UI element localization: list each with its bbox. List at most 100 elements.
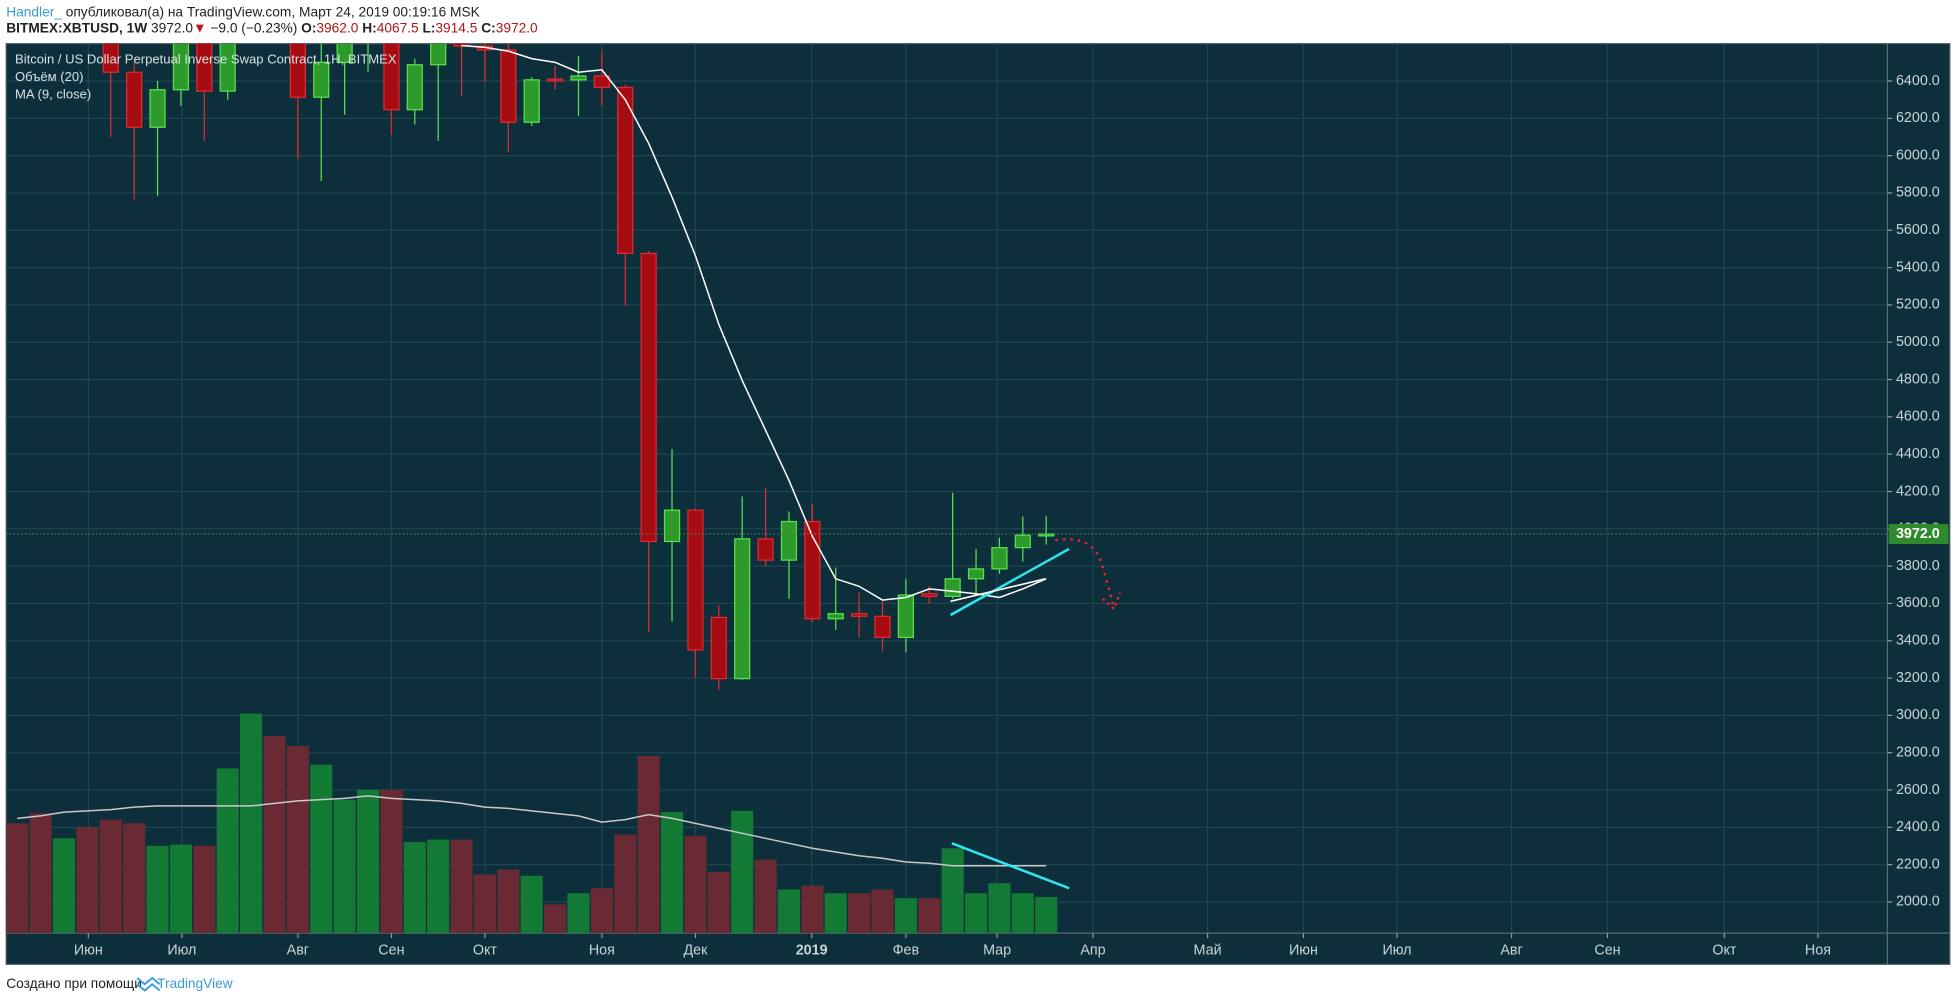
volume-bar xyxy=(894,898,917,934)
y-tick-label: 3600.0 xyxy=(1896,595,1940,611)
last-price-badge xyxy=(1888,524,1949,545)
y-tick-label: 4200.0 xyxy=(1896,483,1940,499)
volume-bar xyxy=(918,898,941,934)
footer-brand[interactable]: TradingView xyxy=(157,976,233,991)
y-tick-label: 3000.0 xyxy=(1896,707,1940,723)
x-tick-label: Июн xyxy=(1289,942,1318,958)
candle-body xyxy=(827,613,844,620)
volume-bar xyxy=(637,755,660,934)
price-pane xyxy=(6,43,1888,690)
legend-ma: MA (9, close) xyxy=(15,86,91,101)
trend-line[interactable] xyxy=(950,578,1046,603)
volume-bar xyxy=(777,889,801,934)
volume-bar xyxy=(801,885,824,934)
symbol: BITMEX:XBTUSD, 1W xyxy=(6,20,147,35)
y-tick-label: 6200.0 xyxy=(1896,110,1940,126)
volume-bar xyxy=(427,839,450,934)
brand-logo xyxy=(136,976,161,992)
y-tick-label: 3400.0 xyxy=(1896,633,1940,649)
x-tick-label: Июл xyxy=(1382,942,1411,958)
candle-body xyxy=(406,64,423,111)
trend-line[interactable] xyxy=(949,547,1070,617)
volume-bar xyxy=(497,869,520,934)
volume-bar xyxy=(964,893,988,934)
volume-bar xyxy=(544,904,567,934)
candle-body xyxy=(149,89,166,128)
volume-bar xyxy=(731,810,754,934)
x-tick-label: Ноя xyxy=(589,942,615,958)
volume-bar xyxy=(99,819,122,934)
candle-body xyxy=(804,520,821,620)
x-tick-label: Авг xyxy=(287,942,309,958)
volume-bar xyxy=(123,823,146,934)
volume-bar xyxy=(707,871,730,934)
volume-bar xyxy=(590,888,613,934)
volume-bar xyxy=(684,835,707,934)
volume-bar xyxy=(6,823,29,934)
volume-bar xyxy=(450,839,473,934)
candle-body xyxy=(102,43,119,73)
candle-body xyxy=(921,593,938,597)
x-tick-label: Ноя xyxy=(1805,942,1831,958)
published: опубликовал(а) на TradingView.com, Март … xyxy=(66,4,480,19)
volume-bar xyxy=(29,813,52,934)
ohlc-value: 4067.5 xyxy=(377,20,419,35)
candle-body xyxy=(687,509,704,651)
x-tick-label: Сен xyxy=(378,942,404,958)
y-tick-label: 3200.0 xyxy=(1896,670,1940,686)
ohlc-value: 3962.0 xyxy=(316,20,358,35)
y-tick-label: 4400.0 xyxy=(1896,446,1940,462)
x-tick-label: Мар xyxy=(983,942,1011,958)
volume-bar xyxy=(52,838,76,934)
candle-body xyxy=(757,538,774,561)
volume-bar xyxy=(824,893,847,934)
x-tick-label: Май xyxy=(1194,942,1222,958)
volume-bar xyxy=(356,789,380,934)
volume-bar xyxy=(1011,893,1034,934)
candle-body xyxy=(1038,533,1055,537)
ohlc-key: C: xyxy=(481,20,495,35)
x-tick-label: Июн xyxy=(74,942,103,958)
x-tick-label: Окт xyxy=(1712,942,1737,958)
arrow: ▼ xyxy=(193,20,207,35)
candle-body xyxy=(663,509,681,543)
forecast-path[interactable] xyxy=(1055,538,1116,610)
candle-body xyxy=(944,578,961,597)
candle-body xyxy=(172,43,190,91)
y-tick-label: 5800.0 xyxy=(1896,185,1940,201)
x-tick-label: Апр xyxy=(1080,942,1105,958)
y-tick-label: 2600.0 xyxy=(1896,782,1940,798)
drawings xyxy=(949,538,1122,890)
volume-bar xyxy=(169,844,192,934)
volume-bar xyxy=(146,845,169,934)
y-tick-label: 5400.0 xyxy=(1896,259,1940,275)
candle-body xyxy=(1014,534,1031,549)
y-tick-label: 5600.0 xyxy=(1896,222,1940,238)
candle-body xyxy=(546,78,564,82)
grid xyxy=(6,43,1888,934)
axes: 2000.0 2200.0 2400.0 2600.0 2800.0 3000.0 3200… xyxy=(74,73,1949,958)
last-price-label: 3972.0 xyxy=(1896,526,1940,542)
y-tick-label: 4800.0 xyxy=(1896,371,1940,387)
volume-trend-line[interactable] xyxy=(951,842,1070,890)
x-tick-label: Окт xyxy=(473,942,498,958)
y-tick-label: 2000.0 xyxy=(1896,894,1940,910)
volume-bar xyxy=(193,845,216,934)
x-tick-label: Сен xyxy=(1594,942,1620,958)
candle-body xyxy=(500,49,517,123)
x-tick-label: Авг xyxy=(1500,942,1522,958)
volume-bar xyxy=(614,834,637,934)
x-tick-label: Дек xyxy=(683,942,708,958)
volume-bar xyxy=(848,893,871,934)
x-tick-label: Фев xyxy=(893,942,919,958)
author[interactable]: Handler_ xyxy=(6,4,62,19)
y-tick-label: 6400.0 xyxy=(1896,73,1940,89)
y-tick-label: 2200.0 xyxy=(1896,856,1940,872)
volume-bar xyxy=(240,713,263,934)
volume-bar xyxy=(216,768,239,934)
x-tick-label: Июл xyxy=(167,942,196,958)
volume-bar xyxy=(1035,896,1058,934)
forecast-arrow xyxy=(1101,592,1122,611)
